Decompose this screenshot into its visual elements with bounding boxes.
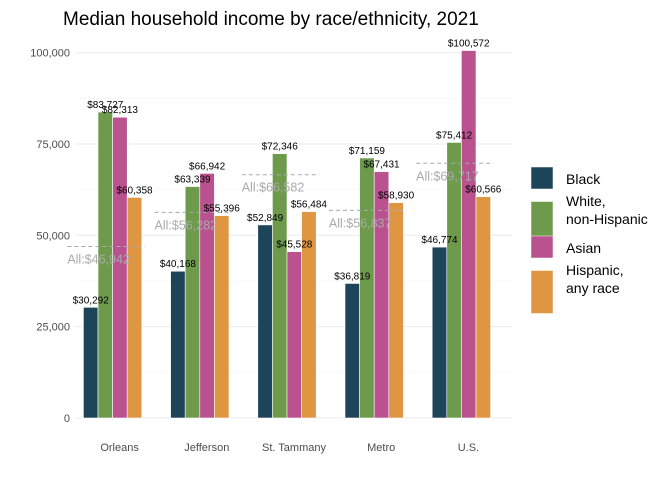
legend-swatch (530, 270, 554, 314)
bar (461, 50, 477, 419)
bar (431, 246, 448, 419)
bar-value-label: $60,566 (465, 185, 502, 196)
bar-value-label: $63,339 (174, 175, 211, 186)
y-tick-label: 50,000 (36, 230, 70, 242)
bar-value-label: $60,358 (116, 185, 153, 196)
overall-median-label: All:$56,837 (329, 216, 392, 230)
bar-value-label: $58,930 (378, 191, 415, 202)
bar (112, 116, 128, 419)
bar-value-label: $46,774 (421, 235, 458, 246)
bar-value-label: $82,313 (102, 105, 139, 116)
bars (83, 50, 491, 419)
bar-value-label: $30,292 (73, 295, 110, 306)
legend-label: Black (566, 171, 601, 187)
bar-value-label: $67,431 (363, 160, 400, 171)
bar (388, 202, 404, 419)
bar-value-label: $40,168 (160, 259, 197, 270)
y-tick-label: 75,000 (36, 139, 70, 151)
x-tick-label: Metro (367, 442, 395, 454)
overall-median-label: All:$69,717 (416, 169, 479, 183)
legend-swatch (530, 235, 554, 259)
y-axis-ticks: 0 25,000 50,000 75,000 100,000 (30, 48, 70, 425)
legend-label: Hispanic, any race (566, 262, 624, 296)
bar (301, 211, 317, 419)
bar (475, 196, 491, 419)
bar-value-label: $75,412 (436, 130, 473, 141)
legend: Black White, non-Hispanic Asian Hispanic, any… (530, 166, 648, 314)
x-axis-ticks: Orleans Jefferson St. Tammany Metro U.S. (100, 442, 479, 454)
bar-value-label: $45,528 (276, 240, 313, 251)
overall-median-label: All:$66,582 (242, 181, 305, 195)
overall-median-label: All:$46,942 (67, 252, 130, 266)
bar-value-label: $72,346 (262, 142, 299, 153)
chart-title: Median household income by race/ethnicit… (63, 9, 479, 30)
bar (257, 224, 273, 419)
overall-median-label: All:$56,282 (155, 218, 218, 232)
overall-median-lines: All:$46,942 All:$56,282 All:$66,582 All:$56… (67, 162, 494, 266)
bar-value-label: $52,849 (247, 213, 284, 224)
bar-value-label: $71,159 (349, 146, 386, 157)
bar-value-label: $56,484 (291, 200, 328, 211)
bar (359, 157, 375, 419)
bar-value-label: $66,942 (189, 161, 226, 172)
bar (126, 197, 143, 419)
bar (446, 142, 462, 419)
bar-value-label: $55,396 (204, 204, 241, 215)
bar (286, 251, 302, 419)
bar (170, 270, 186, 419)
x-tick-label: Jefferson (184, 442, 229, 454)
bar (214, 215, 230, 419)
x-tick-label: U.S. (458, 442, 479, 454)
bar (373, 171, 390, 419)
x-tick-label: Orleans (100, 442, 139, 454)
legend-label: White, non-Hispanic (566, 193, 648, 227)
bar-value-label: $83,727 (87, 100, 124, 111)
bar-value-label: $100,572 (448, 39, 490, 50)
x-tick-label: St. Tammany (262, 442, 326, 454)
y-tick-label: 100,000 (30, 48, 70, 60)
bar (344, 283, 360, 419)
y-tick-label: 0 (64, 413, 70, 425)
bar-value-label: $36,819 (334, 271, 371, 282)
legend-swatch (530, 166, 554, 190)
data-labels: $30,292 $83,727$82,313 $60,358 $40,168 $63,3… (73, 39, 502, 307)
legend-label: Asian (566, 240, 601, 256)
y-tick-label: 25,000 (36, 322, 70, 334)
bar (83, 307, 99, 419)
